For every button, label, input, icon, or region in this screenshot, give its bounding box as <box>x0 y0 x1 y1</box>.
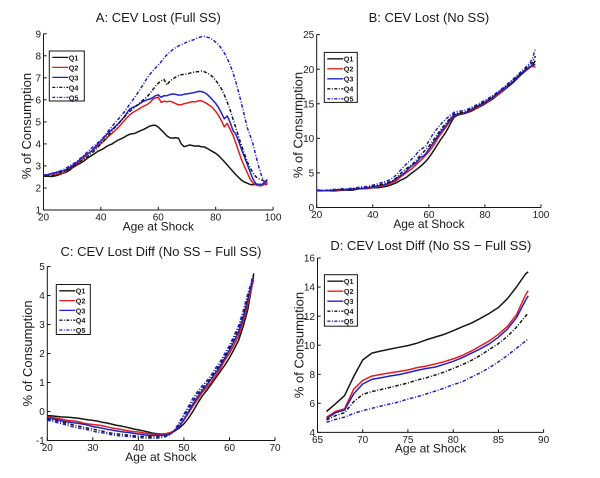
svg-text:7: 7 <box>35 73 41 84</box>
svg-text:Q1: Q1 <box>76 287 86 296</box>
svg-text:60: 60 <box>224 443 236 454</box>
svg-text:30: 30 <box>87 443 99 454</box>
svg-text:8: 8 <box>35 51 41 62</box>
svg-text:20: 20 <box>303 65 315 76</box>
svg-text:16: 16 <box>304 254 316 265</box>
svg-text:90: 90 <box>538 435 550 446</box>
svg-text:Age at Shock: Age at Shock <box>123 220 195 234</box>
svg-text:6: 6 <box>35 95 41 106</box>
svg-text:Q1: Q1 <box>344 55 354 64</box>
svg-text:15: 15 <box>303 99 315 110</box>
svg-text:75: 75 <box>402 435 414 446</box>
svg-text:8: 8 <box>309 370 315 381</box>
svg-text:4: 4 <box>309 428 315 439</box>
svg-text:Age at Shock: Age at Shock <box>393 217 465 231</box>
svg-text:% of Consumption: % of Consumption <box>292 292 307 398</box>
svg-text:A: CEV Lost (Full SS): A: CEV Lost (Full SS) <box>96 10 221 25</box>
svg-text:6: 6 <box>309 399 315 410</box>
svg-text:25: 25 <box>303 30 315 41</box>
svg-text:0: 0 <box>309 203 315 214</box>
svg-text:Q3: Q3 <box>76 306 86 315</box>
svg-text:80: 80 <box>479 210 491 221</box>
svg-text:50: 50 <box>178 443 190 454</box>
svg-text:12: 12 <box>304 312 316 323</box>
svg-text:2: 2 <box>35 184 41 195</box>
svg-text:14: 14 <box>304 283 316 294</box>
svg-text:Q4: Q4 <box>76 316 86 325</box>
svg-text:B: CEV Lost (No SS): B: CEV Lost (No SS) <box>369 10 490 25</box>
svg-text:40: 40 <box>367 210 379 221</box>
svg-text:1: 1 <box>35 206 41 217</box>
svg-text:60: 60 <box>423 210 435 221</box>
svg-text:-1: -1 <box>36 436 45 447</box>
svg-text:100: 100 <box>265 213 282 224</box>
svg-text:3: 3 <box>39 320 45 331</box>
svg-text:5: 5 <box>35 118 41 129</box>
svg-text:2: 2 <box>39 349 45 360</box>
svg-text:Q3: Q3 <box>344 75 354 84</box>
svg-text:70: 70 <box>357 435 369 446</box>
svg-text:100: 100 <box>533 210 550 221</box>
svg-text:D: CEV Lost Diff (No SS − Full: D: CEV Lost Diff (No SS − Full SS) <box>330 238 531 253</box>
svg-text:1: 1 <box>39 378 45 389</box>
svg-text:3: 3 <box>35 162 41 173</box>
svg-text:Q4: Q4 <box>344 85 354 94</box>
svg-text:Q4: Q4 <box>69 83 79 92</box>
svg-text:5: 5 <box>309 169 315 180</box>
svg-text:4: 4 <box>39 291 45 302</box>
svg-text:Q2: Q2 <box>344 65 354 74</box>
svg-text:Q3: Q3 <box>69 73 79 82</box>
svg-text:40: 40 <box>133 443 145 454</box>
svg-text:9: 9 <box>35 29 41 40</box>
svg-text:10: 10 <box>304 341 316 352</box>
svg-text:60: 60 <box>153 213 165 224</box>
svg-text:C: CEV Lost Diff (No SS − Full: C: CEV Lost Diff (No SS − Full SS) <box>61 244 262 259</box>
svg-text:20: 20 <box>38 213 50 224</box>
svg-text:% of Consumption: % of Consumption <box>20 300 35 406</box>
svg-text:Q1: Q1 <box>344 277 354 286</box>
svg-text:Age at Shock: Age at Shock <box>125 450 197 464</box>
svg-text:5: 5 <box>39 262 45 273</box>
svg-text:% of Consumption: % of Consumption <box>291 72 306 178</box>
svg-text:40: 40 <box>95 213 107 224</box>
svg-text:80: 80 <box>210 213 222 224</box>
svg-text:4: 4 <box>35 140 41 151</box>
svg-text:70: 70 <box>269 443 281 454</box>
svg-text:Q5: Q5 <box>344 95 354 104</box>
svg-text:20: 20 <box>42 443 54 454</box>
svg-text:10: 10 <box>303 134 315 145</box>
svg-text:Q2: Q2 <box>76 297 86 306</box>
svg-text:Q2: Q2 <box>344 287 354 296</box>
svg-text:Age at Shock: Age at Shock <box>395 442 467 456</box>
svg-text:Q5: Q5 <box>76 326 86 335</box>
svg-text:80: 80 <box>448 435 460 446</box>
svg-text:Q4: Q4 <box>344 307 354 316</box>
svg-text:% of Consumption: % of Consumption <box>19 73 34 179</box>
svg-text:Q2: Q2 <box>69 63 79 72</box>
svg-text:Q1: Q1 <box>69 53 79 62</box>
svg-text:Q5: Q5 <box>69 93 79 102</box>
svg-text:20: 20 <box>311 210 323 221</box>
svg-text:85: 85 <box>493 435 505 446</box>
svg-text:Q5: Q5 <box>344 317 354 326</box>
svg-text:65: 65 <box>312 435 324 446</box>
svg-text:0: 0 <box>39 407 45 418</box>
svg-text:Q3: Q3 <box>344 297 354 306</box>
